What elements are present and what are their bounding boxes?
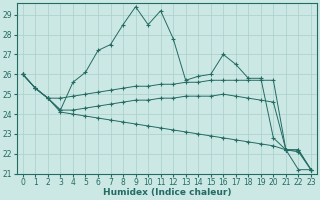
X-axis label: Humidex (Indice chaleur): Humidex (Indice chaleur): [103, 188, 231, 197]
